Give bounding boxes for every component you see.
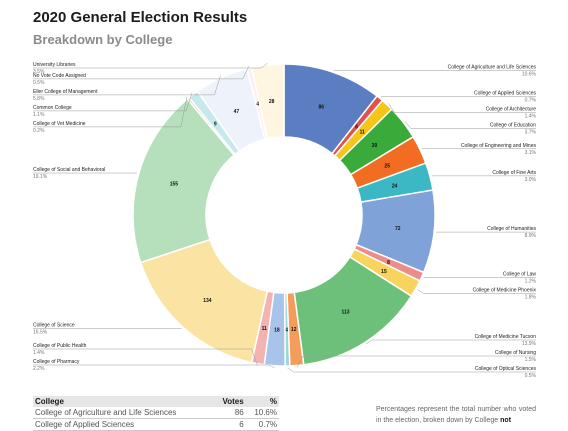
- donut-slice: [139, 238, 269, 364]
- slice-percent-label: 1.5%: [525, 357, 537, 363]
- column-header-college: College: [33, 396, 215, 407]
- leader-line: [33, 75, 221, 96]
- slice-name-label: College of Law: [503, 271, 536, 277]
- table-cell-votes: 6: [214, 418, 246, 431]
- leader-line: [33, 92, 193, 112]
- slice-value-label: 8: [387, 260, 390, 266]
- slice-percent-label: 0.5%: [33, 80, 45, 86]
- slice-name-label: College of Humanities: [487, 226, 536, 232]
- table-cell-percent: 10.6%: [245, 407, 279, 419]
- table-row: College of Applied Sciences 6 0.7%: [33, 418, 279, 431]
- slice-value-label: 4: [285, 327, 288, 333]
- slice-value-label: 28: [269, 99, 275, 105]
- slice-percent-label: 5.8%: [33, 96, 45, 102]
- slice-percent-label: 1.2%: [525, 278, 537, 284]
- slice-percent-label: 3.5%: [33, 69, 45, 75]
- donut-slice: [132, 97, 236, 264]
- leader-line: [33, 65, 250, 80]
- slice-percent-label: 16.5%: [33, 330, 48, 336]
- slice-name-label: College of Applied Sciences: [474, 91, 536, 97]
- leader-line: [296, 355, 536, 368]
- slice-name-label: College of Public Health: [33, 343, 87, 349]
- slice-percent-label: 1.4%: [33, 350, 45, 356]
- page-subtitle: Breakdown by College: [33, 32, 173, 47]
- page-title: 2020 General Election Results: [33, 9, 248, 26]
- slice-value-label: 24: [392, 184, 398, 190]
- slice-percent-label: 19.1%: [33, 174, 48, 180]
- slice-percent-label: 8.9%: [525, 233, 537, 239]
- slice-percent-label: 10.6%: [522, 71, 537, 77]
- column-header-percent: %: [245, 396, 279, 407]
- slice-name-label: College of Science: [33, 323, 75, 329]
- slice-name-label: College of Agriculture and Life Sciences: [448, 64, 537, 70]
- slice-value-label: 134: [203, 298, 212, 304]
- slice-percent-label: 13.9%: [522, 341, 537, 347]
- slice-percent-label: 0.2%: [33, 128, 45, 134]
- slice-name-label: College of Architecture: [486, 107, 537, 113]
- slice-name-label: College of Fine Arts: [492, 170, 536, 176]
- slice-value-label: 30: [372, 143, 378, 149]
- slice-percent-label: 3.7%: [525, 130, 537, 136]
- slice-percent-label: 0.5%: [525, 373, 537, 379]
- leader-line: [33, 62, 268, 69]
- slice-name-label: College of Pharmacy: [33, 359, 80, 365]
- table-cell-college: College of Applied Sciences: [33, 418, 215, 431]
- slice-value-label: 72: [395, 226, 401, 232]
- slice-value-label: 18: [274, 327, 280, 333]
- slice-name-label: College of Optical Sciences: [475, 366, 537, 372]
- table-cell-votes: 86: [214, 407, 246, 419]
- slice-value-label: 25: [384, 163, 390, 169]
- slice-name-label: College of Medicine Tucson: [475, 334, 537, 340]
- slice-name-label: University Libraries: [33, 62, 76, 68]
- column-header-votes: Votes: [214, 396, 246, 407]
- footnote: Percentages represent the total number w…: [376, 404, 536, 426]
- slice-percent-label: 2.2%: [33, 366, 45, 372]
- slice-value-label: 11: [262, 326, 268, 332]
- leader-line: [366, 339, 536, 345]
- slice-name-label: College of Nursing: [495, 350, 536, 356]
- slice-value-label: 47: [234, 109, 240, 115]
- donut-slice: [250, 63, 285, 140]
- slice-value-label: 4: [256, 102, 259, 108]
- slice-value-label: 86: [319, 105, 325, 111]
- leader-line: [404, 121, 536, 129]
- leader-line: [388, 103, 536, 113]
- slice-percent-label: 3.1%: [525, 150, 537, 156]
- leader-line: [417, 289, 536, 294]
- slice-value-label: 15: [381, 269, 387, 275]
- leader-line: [287, 367, 536, 373]
- leader-line: [33, 348, 258, 366]
- slice-value-label: 113: [341, 310, 349, 316]
- table-cell-percent: 0.7%: [245, 418, 279, 431]
- slice-name-label: College of Engineering and Mines: [461, 143, 537, 149]
- leader-line: [33, 96, 188, 128]
- slice-value-label: 6: [355, 124, 358, 130]
- slice-percent-label: 0.7%: [525, 98, 537, 104]
- slice-value-label: 9: [214, 121, 217, 127]
- slice-value-label: 11: [360, 129, 366, 135]
- slice-name-label: College of Education: [490, 123, 536, 129]
- slice-name-label: College of Vet Medicine: [33, 121, 86, 127]
- table-row: College of Agriculture and Life Sciences…: [33, 407, 279, 419]
- table-cell-college: College of Agriculture and Life Sciences: [33, 407, 215, 419]
- slice-percent-label: 1.4%: [525, 114, 537, 120]
- leader-line: [33, 364, 275, 368]
- slice-name-label: College of Social and Behavioral: [33, 167, 105, 173]
- footnote-text: Percentages represent the total number w…: [376, 406, 536, 424]
- slice-name-label: Eller College of Management: [33, 89, 98, 95]
- slice-name-label: College of Medicine Phoenix: [473, 287, 537, 293]
- table-header-row: College Votes %: [33, 396, 279, 407]
- slice-value-label: 12: [291, 327, 297, 333]
- slice-percent-label: 1.8%: [525, 294, 537, 300]
- slice-percent-label: 3.0%: [525, 177, 537, 183]
- footnote-emphasis: not: [500, 417, 512, 424]
- slice-percent-label: 1.1%: [33, 112, 45, 118]
- slice-name-label: Common College: [33, 105, 72, 111]
- slice-value-label: 155: [170, 182, 179, 188]
- slice-name-label: No Vote Code Assigned: [33, 73, 86, 79]
